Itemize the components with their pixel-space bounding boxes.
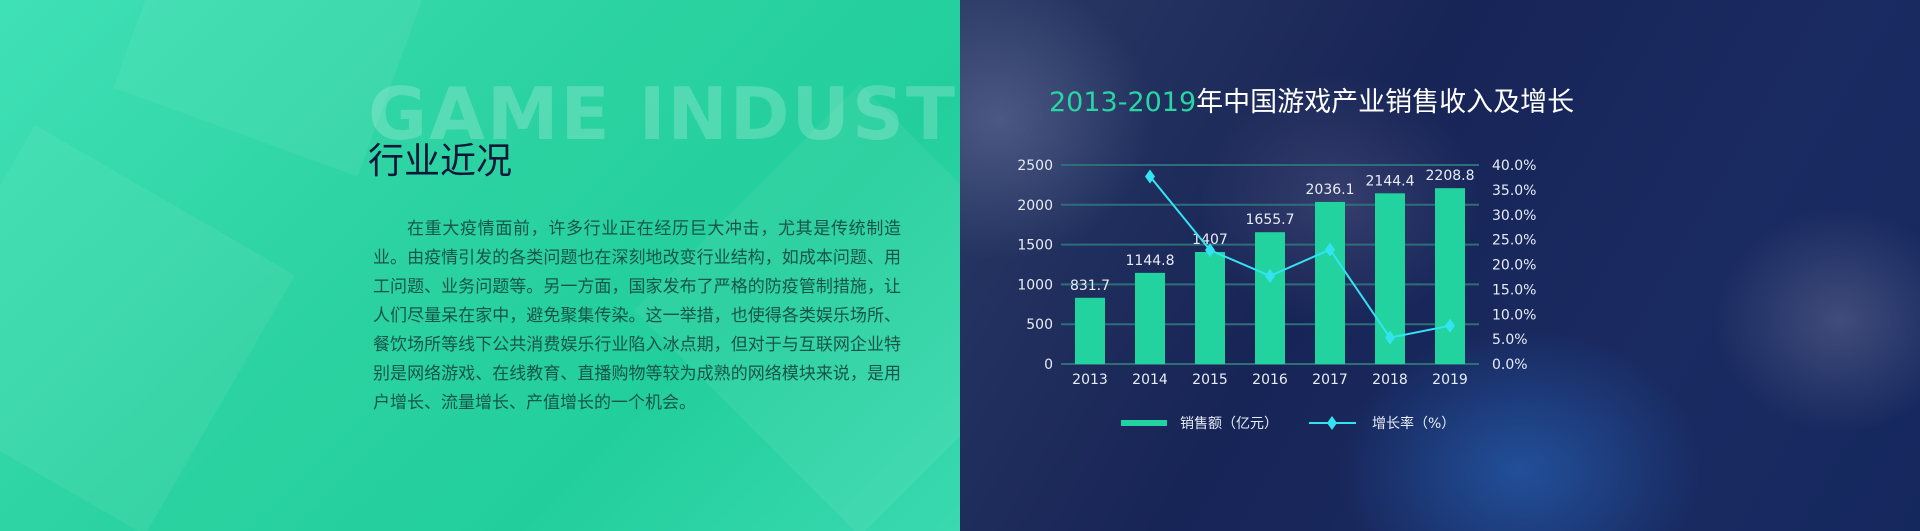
left-panel: GAME INDUSTRY 行业近况 在重大疫情面前，许多行业正在经历巨大冲击，… [0, 0, 960, 531]
left-axis-tick: 1000 [1017, 277, 1053, 293]
legend-bar-swatch [1121, 420, 1167, 426]
bar-value-label: 2144.4 [1366, 173, 1415, 189]
growth-point-marker [1205, 243, 1215, 258]
left-axis-tick: 2500 [1017, 158, 1053, 174]
left-axis-tick: 2000 [1017, 198, 1053, 214]
body-paragraph: 在重大疫情面前，许多行业正在经历巨大冲击，尤其是传统制造业。由疫情引发的各类问题… [373, 219, 901, 413]
bar-2013 [1075, 297, 1105, 364]
growth-point-marker [1385, 330, 1395, 345]
legend-diamond-icon [1327, 416, 1337, 430]
x-axis-tick: 2016 [1252, 372, 1288, 388]
section-heading: 行业近况 [368, 141, 513, 182]
bar-value-label: 831.7 [1070, 278, 1110, 294]
right-axis-tick: 25.0% [1492, 233, 1536, 249]
left-axis-tick: 1500 [1017, 238, 1053, 254]
x-axis-tick: 2017 [1312, 372, 1348, 388]
bar-2015 [1195, 252, 1225, 364]
bar-value-label: 1407 [1192, 232, 1228, 248]
growth-point-marker [1325, 242, 1335, 257]
watermark-text: GAME INDUSTRY [368, 72, 960, 156]
right-axis-tick: 10.0% [1492, 307, 1536, 323]
bar-value-label: 2208.8 [1426, 168, 1475, 184]
right-axis-tick: 5.0% [1492, 332, 1528, 348]
left-axis-tick: 500 [1026, 317, 1053, 333]
chart-title-text: 年中国游戏产业销售收入及增长 [1196, 87, 1575, 118]
left-axis-tick: 0 [1044, 357, 1053, 373]
bar-2017 [1315, 201, 1345, 364]
x-axis-tick: 2014 [1132, 372, 1168, 388]
right-axis-tick: 40.0% [1492, 158, 1536, 174]
chart-title-years: 2013-2019 [1049, 87, 1197, 118]
legend-bar-label: 销售额（亿元） [1180, 416, 1278, 432]
right-axis-tick: 20.0% [1492, 258, 1536, 274]
growth-point-marker [1265, 268, 1275, 283]
bar-2019 [1435, 188, 1465, 364]
x-axis-tick: 2018 [1372, 372, 1408, 388]
bar-2014 [1135, 272, 1165, 364]
bar-2016 [1255, 232, 1285, 364]
right-axis-tick: 15.0% [1492, 282, 1536, 298]
legend-line-label: 增长率（%） [1372, 415, 1455, 432]
right-axis-tick: 0.0% [1492, 357, 1528, 373]
x-axis-tick: 2015 [1192, 372, 1228, 388]
bar-value-label: 2036.1 [1306, 182, 1355, 198]
right-axis-tick: 30.0% [1492, 208, 1536, 224]
growth-point-marker [1445, 318, 1455, 333]
bar-value-label: 1655.7 [1246, 212, 1295, 228]
chart-title: 2013-2019年中国游戏产业销售收入及增长 [1049, 80, 1574, 119]
x-axis-tick: 2019 [1432, 372, 1468, 388]
growth-line [1149, 175, 1451, 339]
right-axis-tick: 35.0% [1492, 183, 1536, 199]
bar-value-label: 1144.8 [1126, 253, 1175, 269]
growth-point-marker [1145, 169, 1155, 184]
x-axis-tick: 2013 [1072, 372, 1108, 388]
